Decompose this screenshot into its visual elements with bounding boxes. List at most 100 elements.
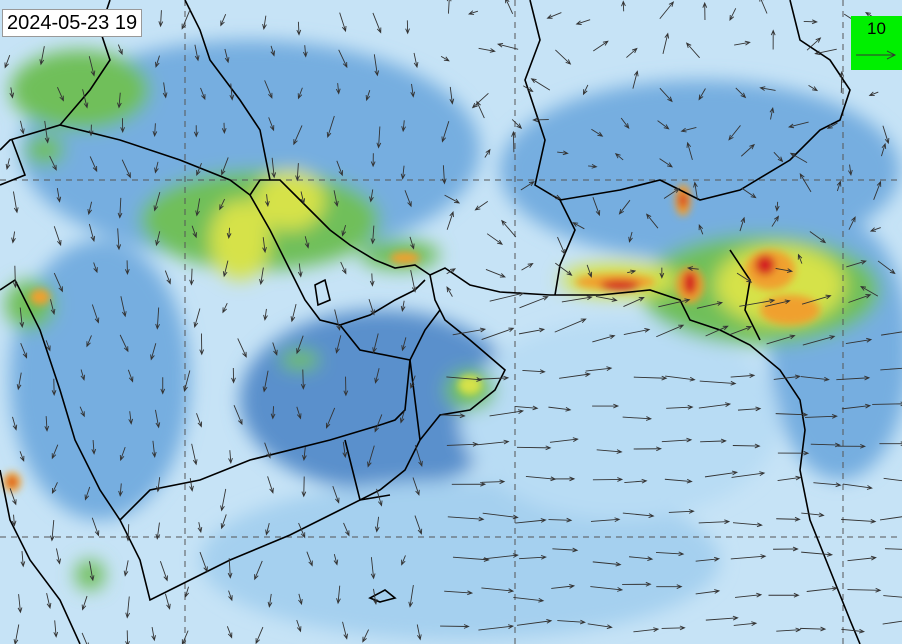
- wind-arrow: [191, 443, 198, 466]
- wind-arrow: [557, 619, 586, 625]
- wind-arrow: [184, 586, 190, 598]
- wind-arrow: [416, 624, 422, 641]
- wind-arrow: [196, 413, 203, 428]
- wind-arrow: [296, 406, 302, 420]
- wind-arrow: [592, 197, 601, 217]
- wind-arrow: [118, 483, 123, 497]
- wind-arrow: [219, 198, 226, 211]
- wind-arrow: [296, 619, 302, 633]
- wind-arrow: [516, 445, 552, 451]
- wind-arrow: [596, 449, 623, 454]
- wind-arrow: [156, 477, 161, 493]
- wind-arrow: [800, 376, 830, 382]
- wind-arrow: [489, 291, 525, 302]
- wind-arrow: [369, 189, 374, 203]
- wind-arrow: [809, 231, 827, 244]
- wind-arrow: [530, 78, 551, 91]
- wind-arrow: [805, 414, 838, 419]
- wind-arrow: [150, 343, 157, 361]
- wind-arrow: [301, 476, 307, 498]
- wind-arrow: [519, 296, 549, 309]
- wind-arrow: [549, 437, 579, 443]
- wind-arrow: [814, 48, 837, 56]
- wind-arrow: [481, 479, 506, 485]
- wind-arrow: [773, 546, 799, 552]
- wind-arrow: [440, 55, 450, 62]
- wind-arrow: [221, 122, 227, 135]
- wind-arrow: [735, 87, 747, 99]
- wind-arrow: [622, 512, 655, 518]
- wind-arrow: [197, 522, 203, 534]
- wind-arrow: [231, 368, 236, 384]
- wind-arrow: [89, 156, 98, 173]
- wind-arrow: [220, 488, 227, 512]
- wind-arrow: [367, 445, 375, 468]
- wind-arrow: [477, 439, 510, 446]
- wind-arrow: [587, 623, 613, 629]
- wind-arrow: [181, 8, 191, 30]
- wind-arrow: [841, 518, 877, 524]
- wind-arrow: [592, 334, 616, 343]
- wind-arrow: [802, 335, 836, 346]
- wind-arrow: [848, 216, 856, 230]
- wind-arrow: [300, 369, 306, 390]
- wind-arrow: [741, 187, 757, 199]
- wind-arrow: [872, 401, 902, 407]
- wind-arrow: [590, 517, 621, 523]
- wind-arrow: [869, 227, 881, 232]
- wind-arrow: [663, 187, 681, 199]
- wind-arrow: [376, 488, 383, 507]
- wind-arrow: [338, 49, 348, 69]
- wind-arrow: [339, 12, 347, 33]
- wind-arrow: [302, 45, 308, 58]
- wind-arrow: [882, 125, 890, 145]
- wind-arrow: [159, 561, 168, 582]
- wind-arrow: [91, 440, 97, 455]
- wind-arrow: [441, 121, 450, 143]
- wind-arrow: [151, 440, 157, 458]
- wind-arrow: [620, 117, 630, 129]
- wind-arrow: [511, 130, 516, 153]
- wind-arrow: [519, 554, 547, 560]
- wind-arrow: [121, 159, 131, 179]
- wind-arrow: [808, 84, 819, 92]
- wind-arrow: [847, 587, 882, 593]
- wind-arrow: [262, 370, 269, 393]
- wind-arrow: [776, 627, 802, 633]
- wind-arrow: [482, 512, 519, 520]
- wind-arrow: [659, 87, 673, 103]
- wind-arrow: [193, 308, 201, 329]
- wind-arrow: [633, 375, 668, 381]
- wind-arrow: [342, 621, 348, 640]
- wind-arrow: [374, 368, 380, 384]
- wind-arrow: [633, 446, 662, 452]
- wind-arrow: [592, 403, 620, 409]
- wind-arrow: [155, 231, 161, 247]
- wind-arrow: [446, 286, 453, 297]
- wind-arrow: [881, 142, 887, 157]
- wind-arrow: [153, 192, 161, 212]
- wind-arrow: [404, 190, 412, 208]
- wind-arrow: [621, 0, 626, 12]
- wind-arrow: [193, 125, 199, 138]
- wind-arrow: [548, 517, 573, 523]
- wind-arrow: [776, 516, 801, 522]
- wind-arrow: [200, 87, 206, 101]
- wind-arrow: [664, 478, 693, 484]
- wind-arrow: [770, 29, 776, 50]
- wind-arrow: [698, 519, 731, 525]
- wind-arrow: [551, 584, 576, 589]
- wind-arrow: [774, 201, 780, 212]
- wind-arrow: [614, 152, 624, 161]
- wind-arrow: [222, 260, 229, 278]
- wind-arrow: [734, 40, 751, 46]
- wind-arrow: [117, 44, 123, 56]
- wind-arrow: [401, 555, 406, 566]
- wind-arrow: [365, 90, 371, 102]
- wind-arrow: [263, 308, 268, 321]
- wind-arrow: [698, 88, 706, 101]
- wind-arrow: [272, 342, 278, 356]
- wind-arrow: [732, 522, 763, 528]
- wind-arrow: [732, 443, 761, 449]
